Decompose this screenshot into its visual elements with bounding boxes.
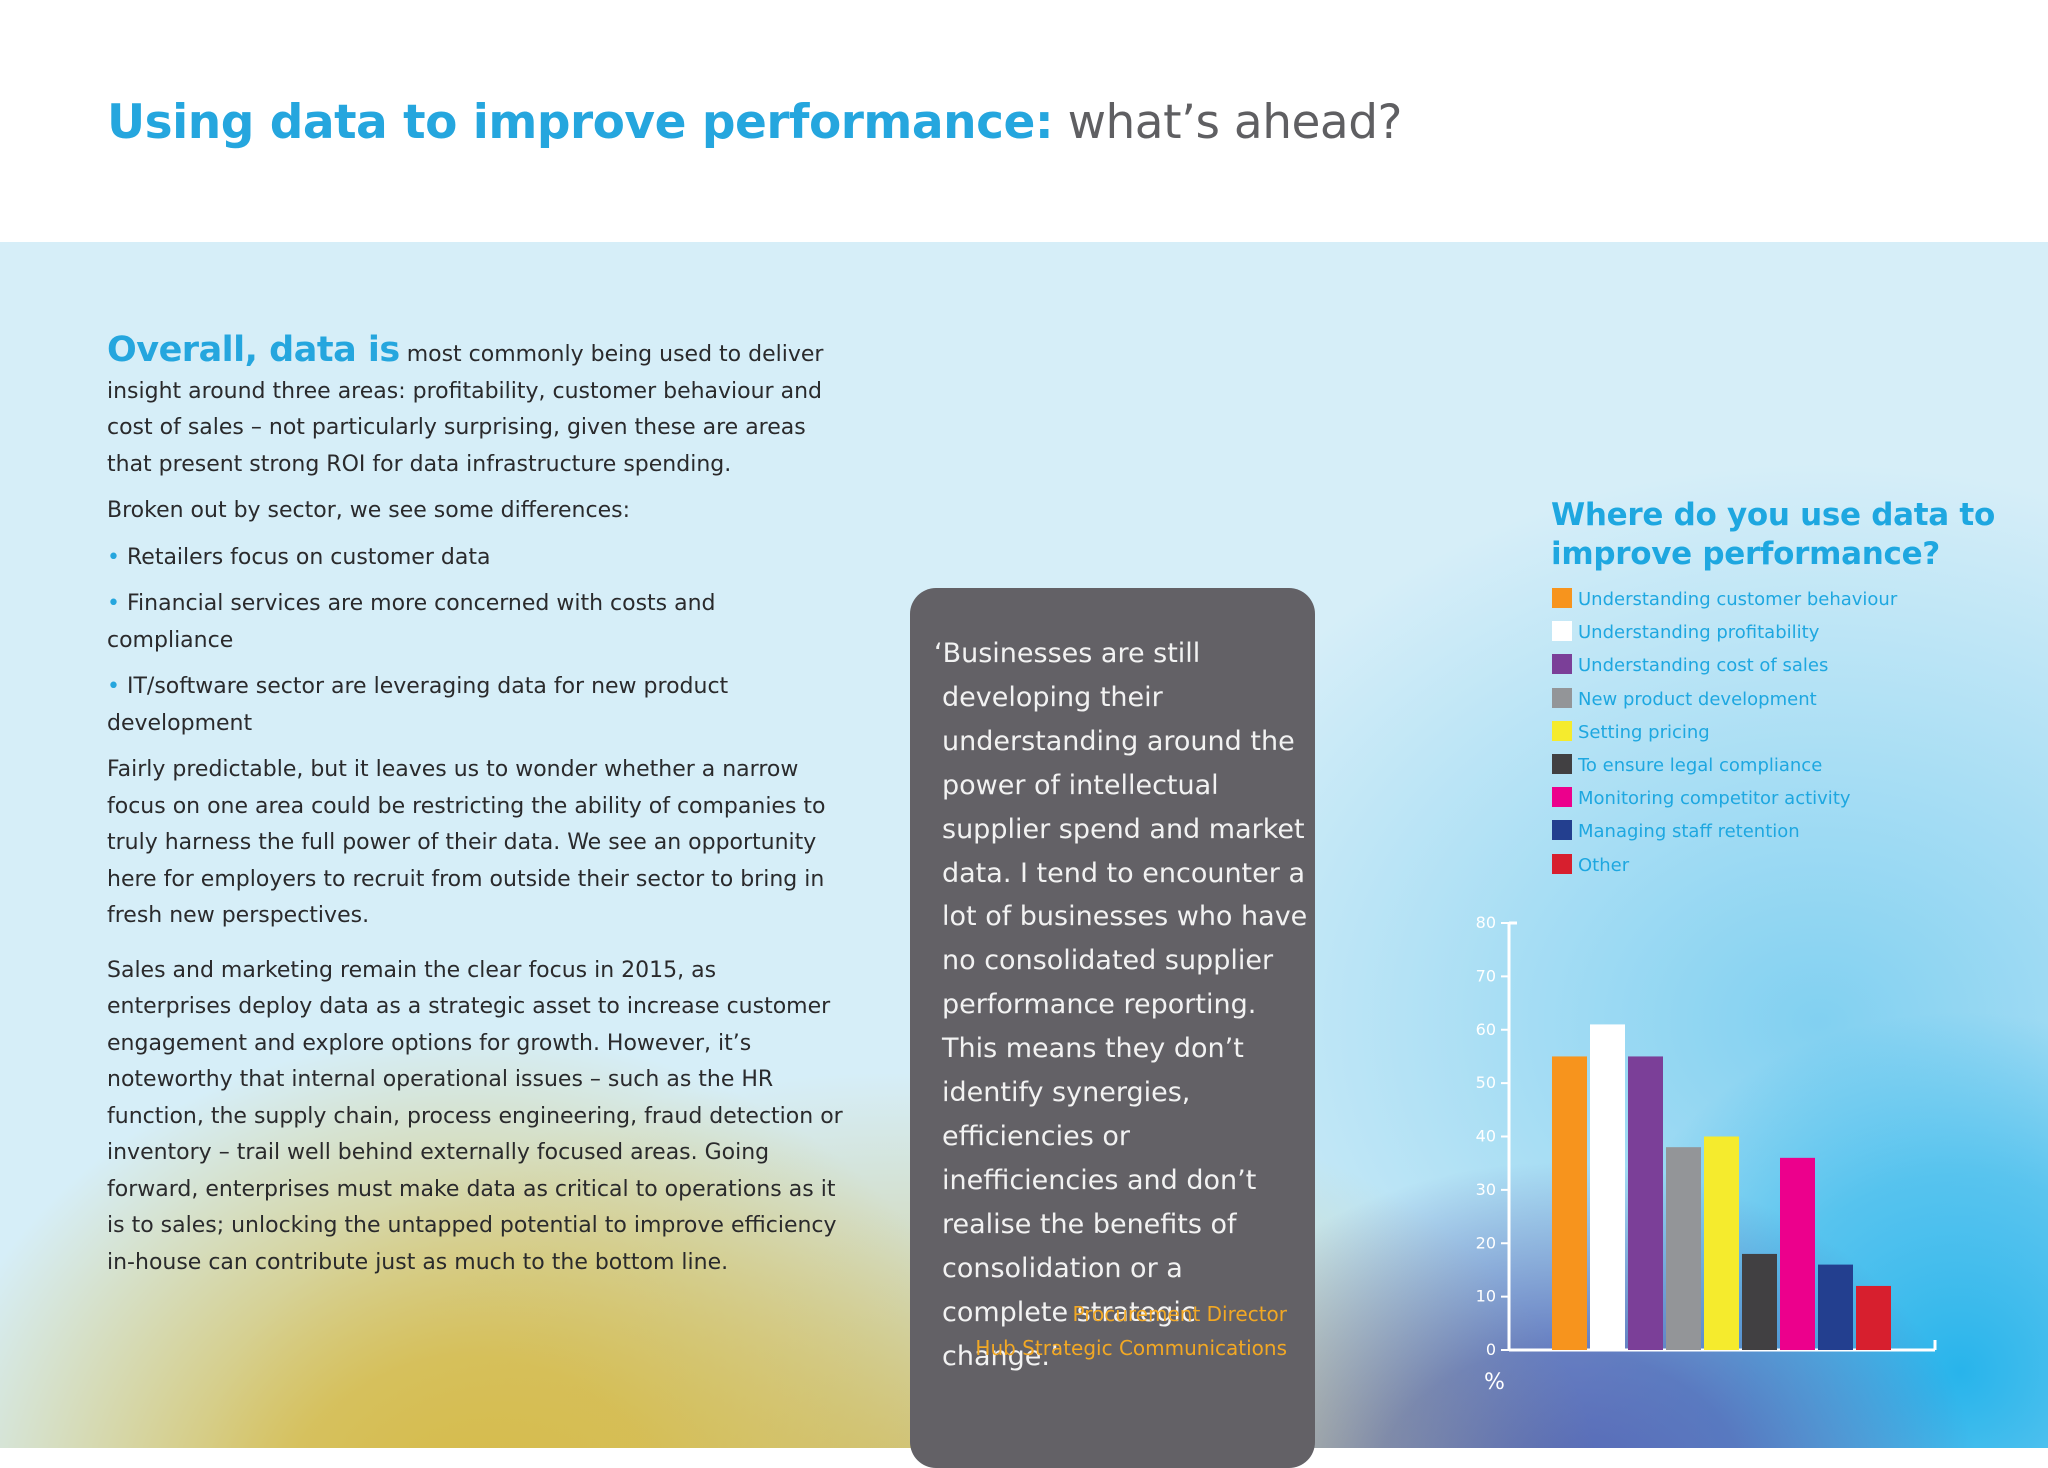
bar (1666, 1147, 1701, 1350)
legend-label: Managing staff retention (1578, 821, 1800, 843)
quote-text: ‘Businesses are still developing their u… (934, 638, 1308, 1372)
legend-label: Understanding customer behaviour (1578, 589, 1898, 610)
legend-swatch (1552, 787, 1572, 808)
legend-label: Other (1578, 854, 1630, 876)
pull-quote: ‘Businesses are still developing their u… (910, 588, 1315, 1468)
bar-chart: 0 10 20 30 40 50 60 70 80 % (1476, 913, 1937, 1395)
lead-in: Overall, data is (107, 330, 400, 370)
y-tick-label: 60 (1476, 1020, 1496, 1039)
y-tick-label: 20 (1476, 1233, 1496, 1252)
page-title-subtitle: what’s ahead? (1053, 95, 1403, 150)
bar (1552, 1056, 1587, 1350)
page-header: Using data to improve performance: what’… (0, 0, 2048, 242)
legend-label: Monitoring competitor activity (1578, 788, 1851, 810)
legend-label: New product development (1578, 688, 1817, 710)
y-tick-label: 80 (1476, 913, 1496, 932)
legend-label: Understanding cost of sales (1578, 655, 1829, 677)
legend-swatch (1552, 820, 1572, 841)
article-body: Overall, data is most commonly being use… (107, 332, 847, 1291)
bullet-item: • Retailers focus on customer data (107, 540, 847, 577)
y-tick-label: 70 (1476, 966, 1496, 985)
legend-label: Understanding profitability (1578, 622, 1820, 644)
chart-title: Where do you use data to improve perform… (1551, 497, 1995, 572)
bar (1704, 1136, 1739, 1350)
legend-label: To ensure legal compliance (1578, 755, 1823, 776)
bullet-item: • Financial services are more concerned … (107, 586, 847, 659)
y-tick-label: 50 (1476, 1073, 1496, 1092)
bullet-icon: • (107, 591, 120, 616)
bullet-item: • IT/software sector are leveraging data… (107, 669, 847, 742)
legend-swatch (1552, 588, 1572, 608)
y-tick-label: 10 (1476, 1287, 1496, 1306)
bar (1818, 1264, 1853, 1350)
y-tick-label: 0 (1486, 1340, 1496, 1359)
bullet-text: IT/software sector are leveraging data f… (107, 674, 729, 736)
bar (1590, 1024, 1625, 1350)
page-title: Using data to improve performance: what’… (107, 88, 1402, 158)
bar (1742, 1253, 1777, 1350)
intro-paragraph: Overall, data is most commonly being use… (107, 332, 847, 483)
bullet-icon: • (107, 674, 120, 699)
page-title-highlight: Using data to improve performance: (107, 95, 1054, 150)
quote-attribution-org: Hub Strategic Communications (975, 1336, 1287, 1360)
legend-swatch (1552, 720, 1572, 741)
legend-swatch (1552, 687, 1572, 708)
bullet-text: Retailers focus on customer data (126, 544, 491, 570)
y-axis-unit-label: % (1484, 1370, 1505, 1395)
quote-attribution-role: Procurement Director (1072, 1302, 1288, 1326)
bullet-icon: • (107, 544, 120, 570)
intro-text: most commonly being used to deliver insi… (107, 342, 824, 477)
bar (1628, 1056, 1663, 1350)
sector-intro: Broken out by sector, we see some differ… (107, 498, 630, 523)
legend-swatch (1552, 754, 1572, 774)
legend-swatch (1552, 853, 1572, 874)
y-tick-label: 40 (1476, 1127, 1496, 1146)
sales-paragraph: Sales and marketing remain the clear foc… (107, 957, 843, 1275)
analysis-paragraph: Fairly predictable, but it leaves us to … (107, 757, 826, 928)
bullet-text: Financial services are more concerned wi… (107, 591, 716, 653)
bar (1856, 1285, 1891, 1350)
legend-swatch (1552, 654, 1572, 675)
y-tick-label: 30 (1476, 1180, 1496, 1199)
bar (1780, 1157, 1815, 1350)
legend-label: Setting pricing (1578, 721, 1710, 743)
legend-swatch (1552, 621, 1572, 642)
